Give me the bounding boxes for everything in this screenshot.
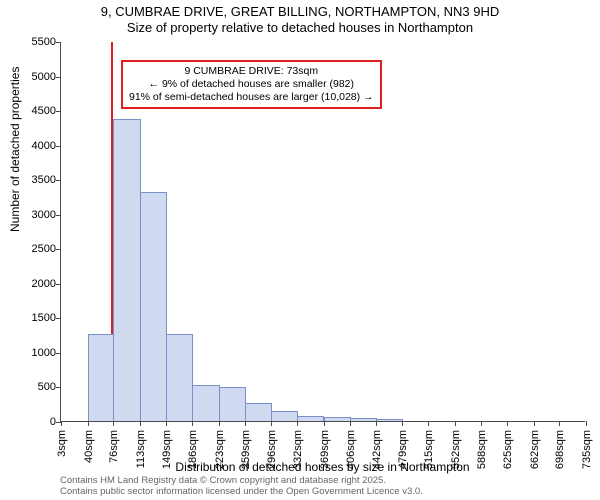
histogram-bar [219, 387, 246, 421]
x-tick-label: 40sqm [83, 430, 95, 463]
x-tick [140, 421, 141, 426]
x-tick [376, 421, 377, 426]
y-tick [56, 146, 61, 147]
x-tick [481, 421, 482, 426]
x-tick-label: 625sqm [502, 430, 514, 469]
x-tick [534, 421, 535, 426]
y-tick [56, 111, 61, 112]
x-tick [297, 421, 298, 426]
x-tick-label: 588sqm [476, 430, 488, 469]
x-tick-label: 259sqm [240, 430, 252, 469]
x-tick-label: 149sqm [161, 430, 173, 469]
histogram-bar [271, 411, 298, 421]
y-tick-label: 1000 [32, 347, 56, 359]
y-tick-label: 4000 [32, 140, 56, 152]
x-tick [113, 421, 114, 426]
y-tick [56, 353, 61, 354]
y-tick-label: 4500 [32, 105, 56, 117]
x-tick-label: 3sqm [56, 430, 68, 457]
x-tick-label: 735sqm [581, 430, 593, 469]
y-tick-label: 2500 [32, 243, 56, 255]
y-tick [56, 249, 61, 250]
x-tick [507, 421, 508, 426]
histogram-bar [140, 192, 167, 421]
x-tick [428, 421, 429, 426]
x-tick [271, 421, 272, 426]
y-axis-label: Number of detached properties [8, 67, 22, 232]
histogram-bar [324, 417, 351, 421]
y-tick [56, 180, 61, 181]
x-tick-label: 113sqm [135, 430, 147, 468]
annotation-line2: ← 9% of detached houses are smaller (982… [129, 78, 374, 91]
histogram-bar [88, 334, 115, 421]
annotation-line1: 9 CUMBRAE DRIVE: 73sqm [129, 65, 374, 78]
x-tick [219, 421, 220, 426]
x-tick [586, 421, 587, 426]
chart-title-sub: Size of property relative to detached ho… [0, 20, 600, 35]
histogram-bar [113, 119, 140, 421]
x-tick [88, 421, 89, 426]
x-tick [455, 421, 456, 426]
x-tick-label: 442sqm [371, 430, 383, 469]
y-tick [56, 215, 61, 216]
y-tick [56, 77, 61, 78]
x-tick [350, 421, 351, 426]
x-tick [192, 421, 193, 426]
x-tick-label: 698sqm [554, 430, 566, 469]
x-tick-label: 552sqm [450, 430, 462, 469]
histogram-bar [166, 334, 193, 421]
x-tick [402, 421, 403, 426]
y-tick-label: 3500 [32, 174, 56, 186]
plot-area: 9 CUMBRAE DRIVE: 73sqm ← 9% of detached … [60, 42, 585, 422]
x-tick-label: 223sqm [214, 430, 226, 469]
x-tick-label: 186sqm [187, 430, 199, 469]
x-tick-label: 406sqm [345, 430, 357, 469]
x-tick [61, 421, 62, 426]
x-tick-label: 515sqm [423, 430, 435, 469]
chart-title-main: 9, CUMBRAE DRIVE, GREAT BILLING, NORTHAM… [0, 4, 600, 19]
x-tick-label: 369sqm [319, 430, 331, 469]
y-tick-label: 3000 [32, 209, 56, 221]
footer-attribution: Contains HM Land Registry data © Crown c… [60, 476, 423, 498]
x-tick-label: 479sqm [397, 430, 409, 469]
histogram-bar [245, 403, 272, 421]
y-tick [56, 318, 61, 319]
annotation-box: 9 CUMBRAE DRIVE: 73sqm ← 9% of detached … [121, 60, 382, 109]
annotation-line3: 91% of semi-detached houses are larger (… [129, 91, 374, 104]
footer-line2: Contains public sector information licen… [60, 487, 423, 498]
x-tick [324, 421, 325, 426]
x-tick-label: 332sqm [292, 430, 304, 469]
x-tick [166, 421, 167, 426]
histogram-bar [297, 416, 324, 421]
x-tick [559, 421, 560, 426]
chart-container: 9, CUMBRAE DRIVE, GREAT BILLING, NORTHAM… [0, 0, 600, 500]
y-tick [56, 42, 61, 43]
y-tick-label: 0 [50, 416, 56, 428]
x-tick-label: 296sqm [266, 430, 278, 469]
histogram-bar [350, 418, 377, 421]
y-tick [56, 284, 61, 285]
y-tick-label: 5000 [32, 71, 56, 83]
histogram-bar [192, 385, 219, 421]
y-tick-label: 500 [38, 381, 56, 393]
y-tick-label: 1500 [32, 312, 56, 324]
y-tick-label: 5500 [32, 36, 56, 48]
histogram-bar [376, 419, 403, 421]
y-tick-label: 2000 [32, 278, 56, 290]
y-tick [56, 387, 61, 388]
x-tick-label: 662sqm [529, 430, 541, 469]
x-tick [245, 421, 246, 426]
x-tick-label: 76sqm [108, 430, 120, 463]
